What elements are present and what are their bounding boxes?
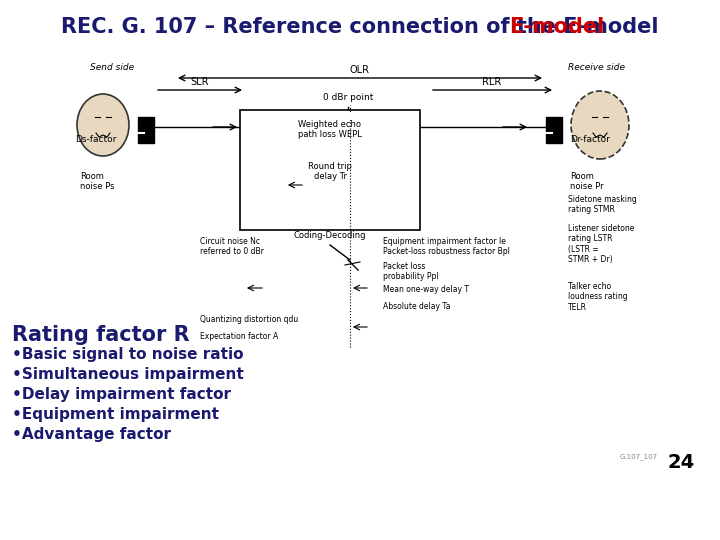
Bar <box>138 117 154 143</box>
Text: •Simultaneous impairment: •Simultaneous impairment <box>12 367 244 382</box>
Text: Coding-Decoding: Coding-Decoding <box>294 231 366 240</box>
Text: G.107_107: G.107_107 <box>620 453 658 460</box>
Ellipse shape <box>571 91 629 159</box>
Text: Room
noise Pr: Room noise Pr <box>570 172 603 191</box>
Text: Equipment impairment factor Ie
Packet-loss robustness factor Bpl: Equipment impairment factor Ie Packet-lo… <box>383 237 510 256</box>
Text: •Delay impairment factor: •Delay impairment factor <box>12 387 231 402</box>
Text: 24: 24 <box>667 453 695 472</box>
Text: SLR: SLR <box>191 77 210 87</box>
Text: REC. G. 107 – Reference connection of the E-model: REC. G. 107 – Reference connection of th… <box>61 17 659 37</box>
Text: Packet loss
probability Ppl: Packet loss probability Ppl <box>383 262 438 281</box>
Text: RLR: RLR <box>482 77 502 87</box>
Bar <box>240 110 420 230</box>
Text: Quantizing distortion qdu: Quantizing distortion qdu <box>200 315 298 324</box>
Text: Weighted echo
path loss WEPL: Weighted echo path loss WEPL <box>298 120 362 139</box>
Text: Mean one-way delay T: Mean one-way delay T <box>383 285 469 294</box>
Text: Receive side: Receive side <box>568 63 625 72</box>
Text: Expectation factor A: Expectation factor A <box>200 332 278 341</box>
Text: Round trip
delay Tr: Round trip delay Tr <box>308 162 352 181</box>
Circle shape <box>344 112 352 120</box>
Text: •Basic signal to noise ratio: •Basic signal to noise ratio <box>12 347 243 362</box>
Text: Absolute delay Ta: Absolute delay Ta <box>383 302 451 311</box>
Text: Rating factor R: Rating factor R <box>12 325 189 345</box>
Text: Circuit noise Nc
referred to 0 dBr: Circuit noise Nc referred to 0 dBr <box>200 237 264 256</box>
Text: Ds-factor: Ds-factor <box>75 136 117 145</box>
Text: REC. G. 107 – Reference connection of the E-model: REC. G. 107 – Reference connection of th… <box>61 17 659 37</box>
Text: OLR: OLR <box>350 65 370 75</box>
Text: Room
noise Ps: Room noise Ps <box>80 172 114 191</box>
Text: 0 dBr point: 0 dBr point <box>323 93 373 102</box>
Text: Dr-factor: Dr-factor <box>570 136 610 145</box>
Text: •Equipment impairment: •Equipment impairment <box>12 407 219 422</box>
Ellipse shape <box>77 94 129 156</box>
Text: E-model: E-model <box>509 17 604 37</box>
Bar <box>546 117 562 143</box>
Text: Send side: Send side <box>90 63 134 72</box>
Text: 👤: 👤 <box>96 108 110 132</box>
Text: Sidetone masking
rating STMR: Sidetone masking rating STMR <box>568 195 636 214</box>
Text: Talker echo
loudness rating
TELR: Talker echo loudness rating TELR <box>568 282 628 312</box>
Text: •Advantage factor: •Advantage factor <box>12 427 171 442</box>
Text: Listener sidetone
rating LSTR
(LSTR =
STMR + Dr): Listener sidetone rating LSTR (LSTR = ST… <box>568 224 634 264</box>
